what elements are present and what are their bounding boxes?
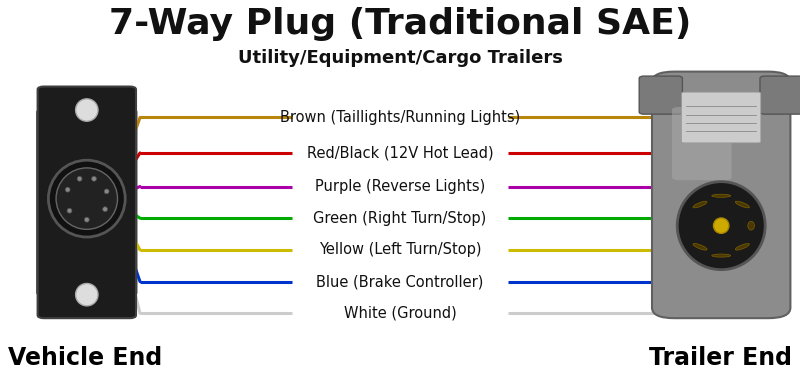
- Ellipse shape: [104, 189, 109, 194]
- Text: 7-Way Plug (Traditional SAE): 7-Way Plug (Traditional SAE): [109, 7, 691, 41]
- FancyBboxPatch shape: [37, 110, 137, 294]
- Ellipse shape: [678, 182, 765, 270]
- Text: Blue (Brake Controller): Blue (Brake Controller): [316, 274, 484, 289]
- Ellipse shape: [75, 99, 98, 121]
- FancyBboxPatch shape: [682, 92, 761, 143]
- Ellipse shape: [77, 176, 82, 181]
- Ellipse shape: [92, 176, 97, 181]
- FancyBboxPatch shape: [760, 76, 800, 114]
- Text: Yellow (Left Turn/Stop): Yellow (Left Turn/Stop): [318, 242, 482, 257]
- FancyBboxPatch shape: [40, 282, 134, 315]
- FancyBboxPatch shape: [652, 72, 790, 318]
- Ellipse shape: [735, 201, 750, 208]
- Text: Brown (Taillights/Running Lights): Brown (Taillights/Running Lights): [280, 110, 520, 125]
- Ellipse shape: [66, 187, 70, 192]
- Ellipse shape: [714, 218, 729, 233]
- Ellipse shape: [56, 168, 118, 229]
- Text: Trailer End: Trailer End: [649, 346, 792, 370]
- Text: Green (Right Turn/Stop): Green (Right Turn/Stop): [314, 211, 486, 226]
- Ellipse shape: [712, 254, 730, 257]
- FancyBboxPatch shape: [38, 87, 136, 318]
- Text: Red/Black (12V Hot Lead): Red/Black (12V Hot Lead): [306, 145, 494, 160]
- Text: White (Ground): White (Ground): [344, 306, 456, 321]
- Text: Utility/Equipment/Cargo Trailers: Utility/Equipment/Cargo Trailers: [238, 49, 562, 67]
- Ellipse shape: [693, 201, 707, 208]
- Ellipse shape: [102, 207, 107, 211]
- Text: Vehicle End: Vehicle End: [8, 346, 162, 370]
- Ellipse shape: [693, 244, 707, 250]
- FancyBboxPatch shape: [40, 90, 134, 123]
- Ellipse shape: [67, 209, 72, 213]
- Ellipse shape: [48, 160, 125, 237]
- FancyBboxPatch shape: [639, 76, 682, 114]
- Text: Purple (Reverse Lights): Purple (Reverse Lights): [315, 179, 485, 194]
- Ellipse shape: [712, 194, 730, 197]
- Ellipse shape: [85, 217, 90, 222]
- Ellipse shape: [748, 221, 754, 230]
- Ellipse shape: [735, 244, 750, 250]
- Ellipse shape: [75, 283, 98, 306]
- FancyBboxPatch shape: [672, 107, 732, 180]
